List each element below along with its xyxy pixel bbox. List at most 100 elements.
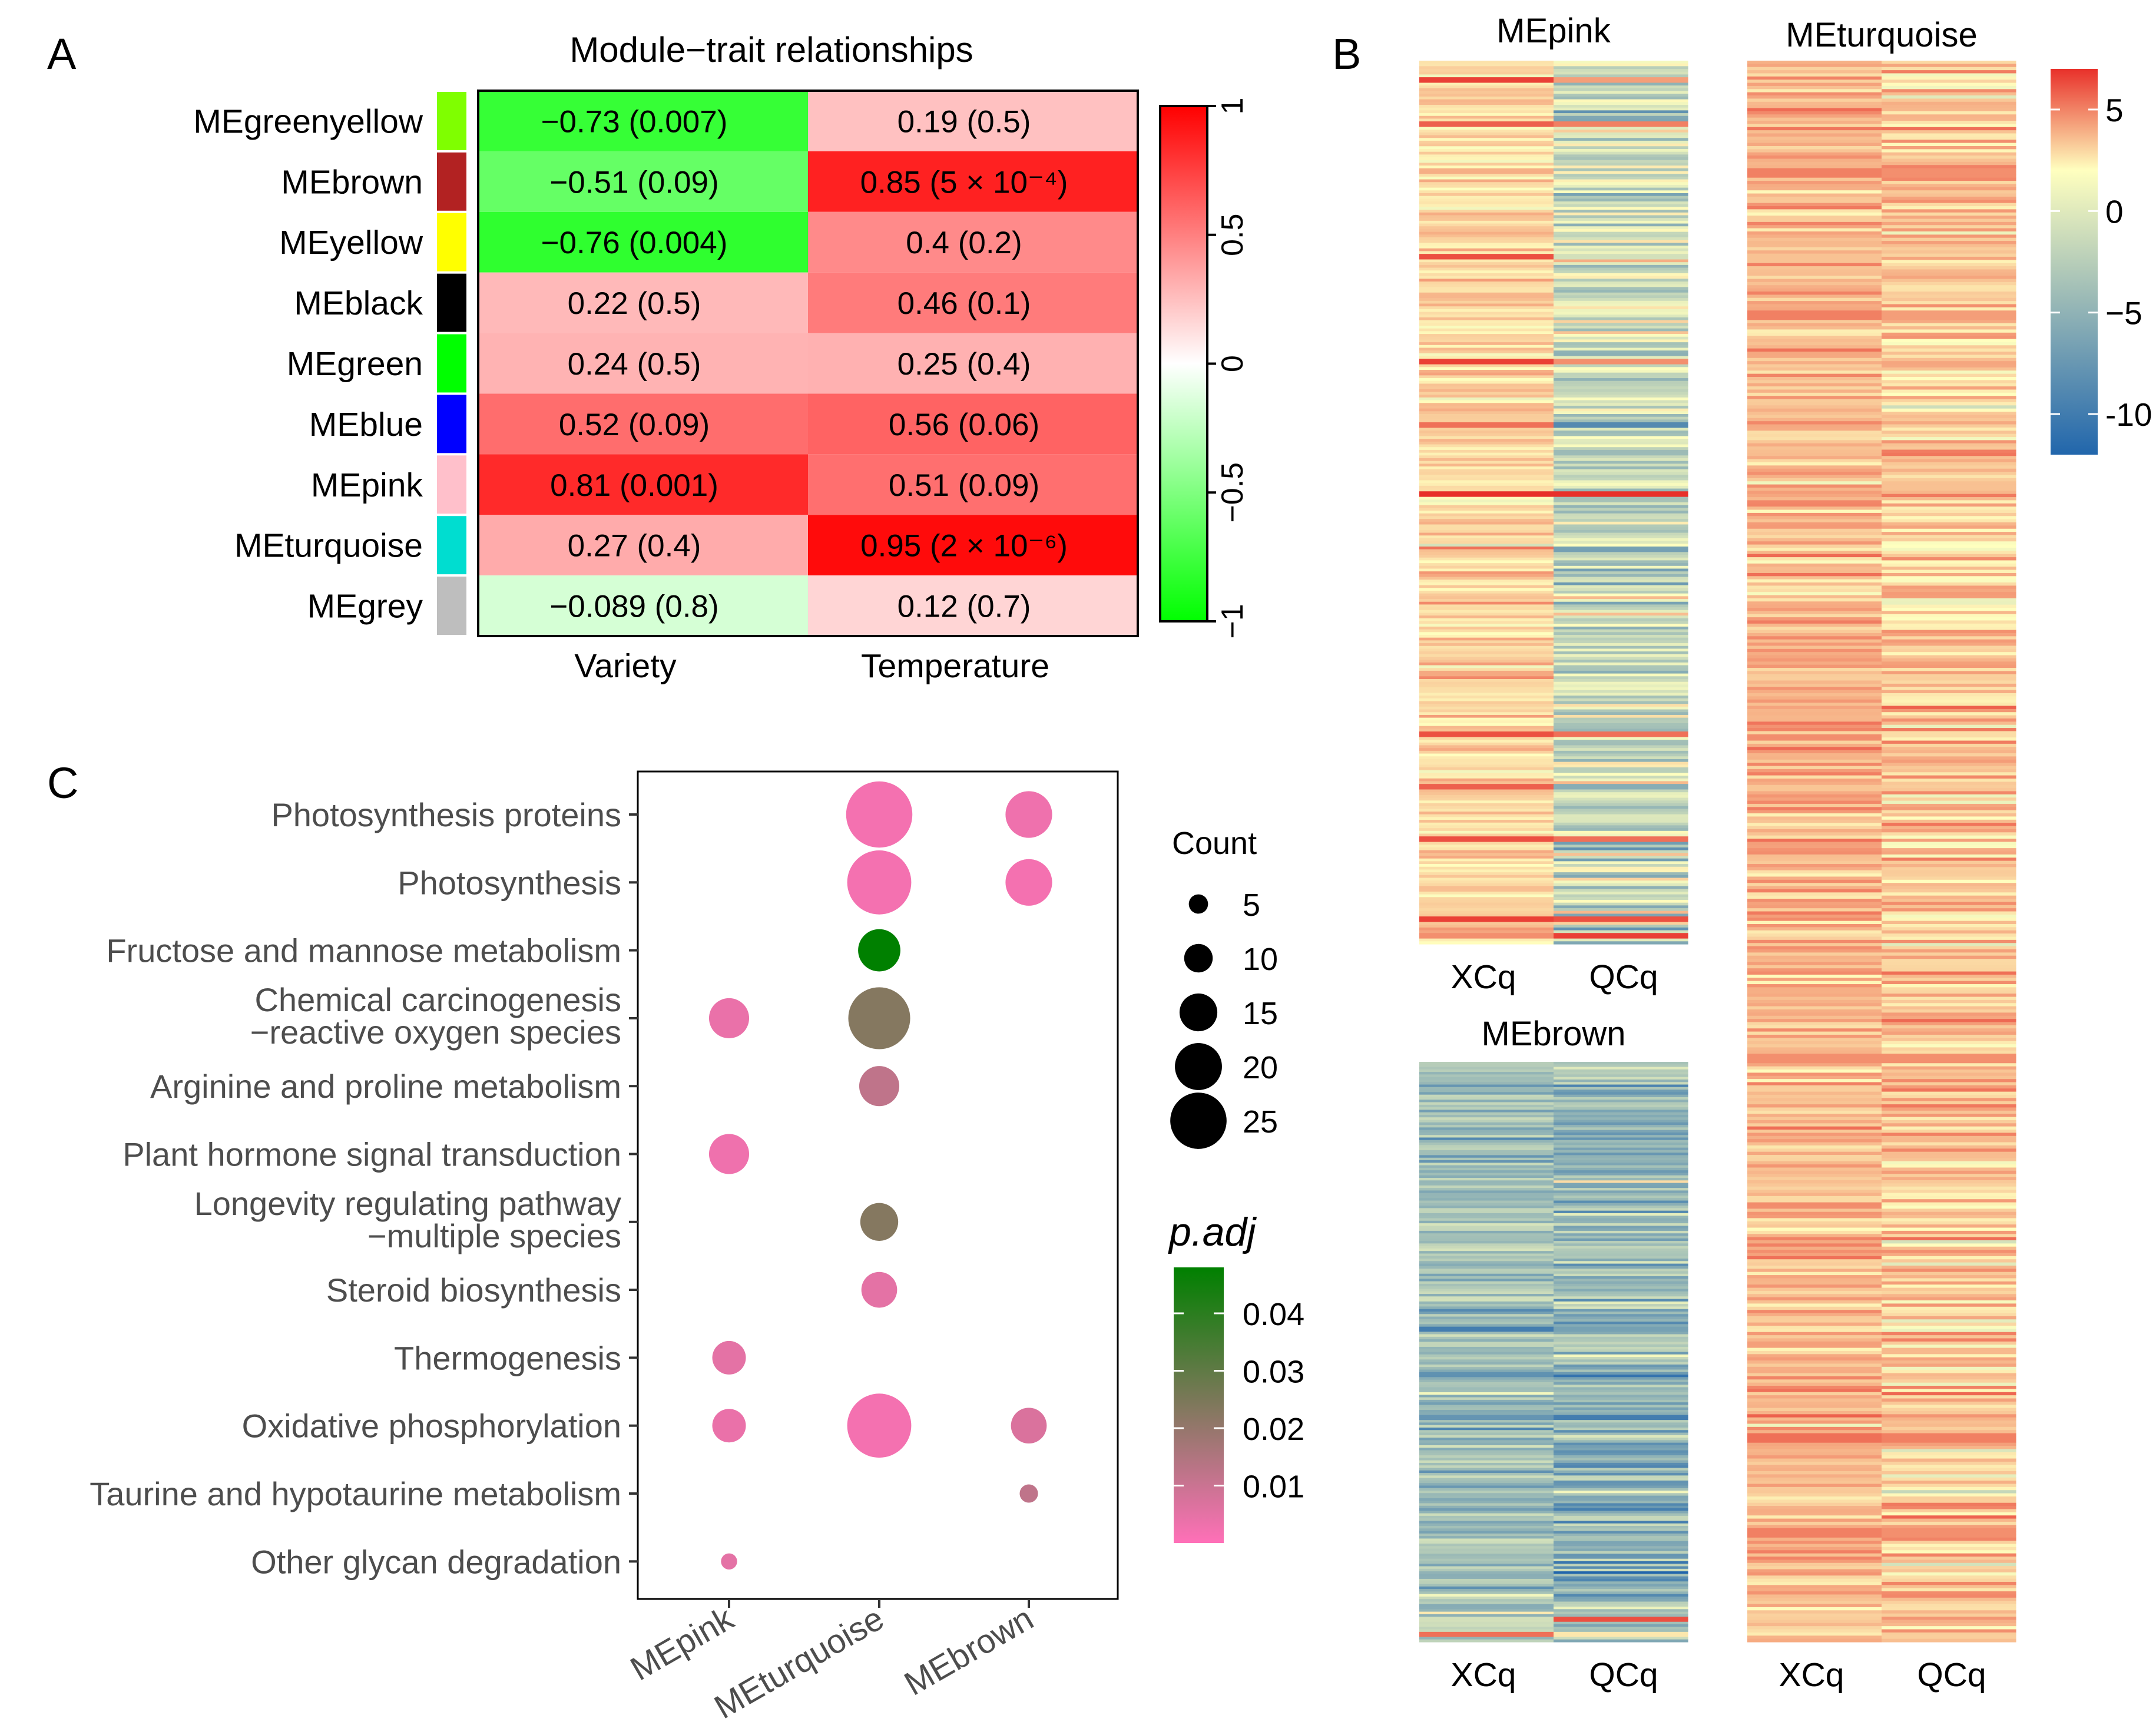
- heatmap-row: [1882, 1398, 2016, 1402]
- heatmap-row: [1882, 1243, 2016, 1247]
- heatmap-row: [1554, 880, 1688, 884]
- heatmap-row: [1554, 538, 1688, 542]
- heatmap-row: [1419, 1379, 1554, 1383]
- heatmap-row: [1882, 361, 2016, 365]
- heatmap-row: [1747, 576, 1882, 580]
- heatmap-row: [1554, 817, 1688, 820]
- heatmap-row: [1882, 1439, 2016, 1443]
- heatmap-row: [1747, 633, 1882, 637]
- heatmap-row: [1419, 1122, 1554, 1125]
- heatmap-row: [1882, 332, 2016, 336]
- heatmap-row: [1554, 292, 1688, 296]
- heatmap-row: [1554, 698, 1688, 702]
- colorbar-a: [1159, 105, 1208, 623]
- heatmap-row: [1747, 145, 1882, 150]
- heatmap-row: [1554, 287, 1688, 290]
- count-legend-label: 15: [1243, 996, 1278, 1031]
- heatmap-row: [1882, 699, 2016, 703]
- heatmap-row: [1554, 679, 1688, 683]
- heatmap-row: [1882, 61, 2016, 64]
- heatmap-row: [1747, 1183, 1882, 1187]
- heatmap-row: [1419, 1359, 1554, 1363]
- heatmap-row: [1882, 1531, 2016, 1535]
- heatmap-row: [1419, 1127, 1554, 1131]
- heatmap-row: [1419, 1470, 1554, 1474]
- heatmap-row: [1554, 770, 1688, 773]
- heatmap-row: [1554, 637, 1688, 641]
- heatmap-row: [1554, 665, 1688, 668]
- dot-mepink-thermogenesis: [712, 1340, 746, 1375]
- heatmap-row: [1882, 370, 2016, 375]
- heatmap-row: [1747, 879, 1882, 883]
- heatmap-row: [1419, 577, 1554, 580]
- heatmap-row: [1747, 440, 1882, 444]
- heatmap-row: [1554, 825, 1688, 829]
- heatmap-row: [1554, 71, 1688, 75]
- heatmap-row: [1419, 1208, 1554, 1211]
- heatmap-row: [1882, 402, 2016, 406]
- heatmap-row: [1747, 1401, 1882, 1405]
- heatmap-row: [1747, 1382, 1882, 1386]
- heatmap-row: [1882, 1300, 2016, 1304]
- heatmap-row: [1419, 1475, 1554, 1479]
- heatmap-row: [1747, 1591, 1882, 1595]
- heatmap-border: [477, 90, 1139, 637]
- heatmap-row: [1747, 231, 1882, 235]
- heatmap-row: [1554, 99, 1688, 102]
- heatmap-row: [1554, 168, 1688, 172]
- heatmap-row: [1419, 403, 1554, 406]
- heatmap-row: [1747, 826, 1882, 830]
- heatmap-row: [1882, 842, 2016, 846]
- heatmap-row: [1419, 447, 1554, 451]
- heatmap-row: [1554, 1279, 1688, 1282]
- heatmap-row: [1747, 936, 1882, 941]
- heatmap-row: [1419, 878, 1554, 881]
- heatmap-row: [1554, 1526, 1688, 1529]
- heatmap-row: [1554, 1339, 1688, 1342]
- heatmap-row: [1419, 270, 1554, 274]
- heatmap-row: [1882, 1635, 2016, 1640]
- heatmap-row: [1747, 468, 1882, 472]
- heatmap-row: [1882, 908, 2016, 912]
- row-label-megrey: MEgrey: [307, 588, 423, 625]
- heatmap-row: [1882, 117, 2016, 121]
- heatmap-row: [1882, 775, 2016, 779]
- dot-meturquoise-steroid-biosynthesis: [861, 1272, 897, 1308]
- heatmap-row: [1882, 462, 2016, 466]
- heatmap-row: [1419, 223, 1554, 227]
- heatmap-row: [1747, 747, 1882, 751]
- heatmap-row: [1882, 136, 2016, 140]
- heatmap-row: [1419, 764, 1554, 768]
- heatmap-row: [1747, 911, 1882, 915]
- heatmap-row: [1554, 342, 1688, 346]
- heatmap-row: [1419, 706, 1554, 710]
- colorbar-b: [2051, 69, 2098, 455]
- heatmap-row: [1747, 221, 1882, 226]
- heatmap-row: [1882, 978, 2016, 982]
- panel-a-title: Module−trait relationships: [569, 30, 973, 69]
- heatmap-row: [1419, 817, 1554, 820]
- heatmap-row: [1882, 879, 2016, 883]
- heatmap-row: [1882, 307, 2016, 311]
- heatmap-row: [1882, 1557, 2016, 1560]
- heatmap-row: [1747, 1253, 1882, 1257]
- heatmap-row: [1419, 1354, 1554, 1357]
- heatmap-row: [1747, 1461, 1882, 1465]
- heatmap-row: [1554, 1259, 1688, 1261]
- heatmap-row: [1554, 516, 1688, 519]
- heatmap-row: [1882, 671, 2016, 675]
- heatmap-row: [1419, 1188, 1554, 1191]
- heatmap-row: [1554, 761, 1688, 765]
- heatmap-row: [1882, 509, 2016, 514]
- heatmap-row: [1882, 645, 2016, 650]
- heatmap-row: [1747, 728, 1882, 732]
- heatmap-row: [1882, 857, 2016, 862]
- heatmap-row: [1419, 1190, 1554, 1194]
- heatmap-row: [1554, 1427, 1688, 1431]
- heatmap-row: [1882, 1569, 2016, 1573]
- heatmap-row: [1419, 701, 1554, 704]
- heatmap-row: [1554, 91, 1688, 94]
- heatmap-row: [1882, 143, 2016, 147]
- heatmap-row: [1554, 910, 1688, 915]
- heatmap-row: [1747, 396, 1882, 400]
